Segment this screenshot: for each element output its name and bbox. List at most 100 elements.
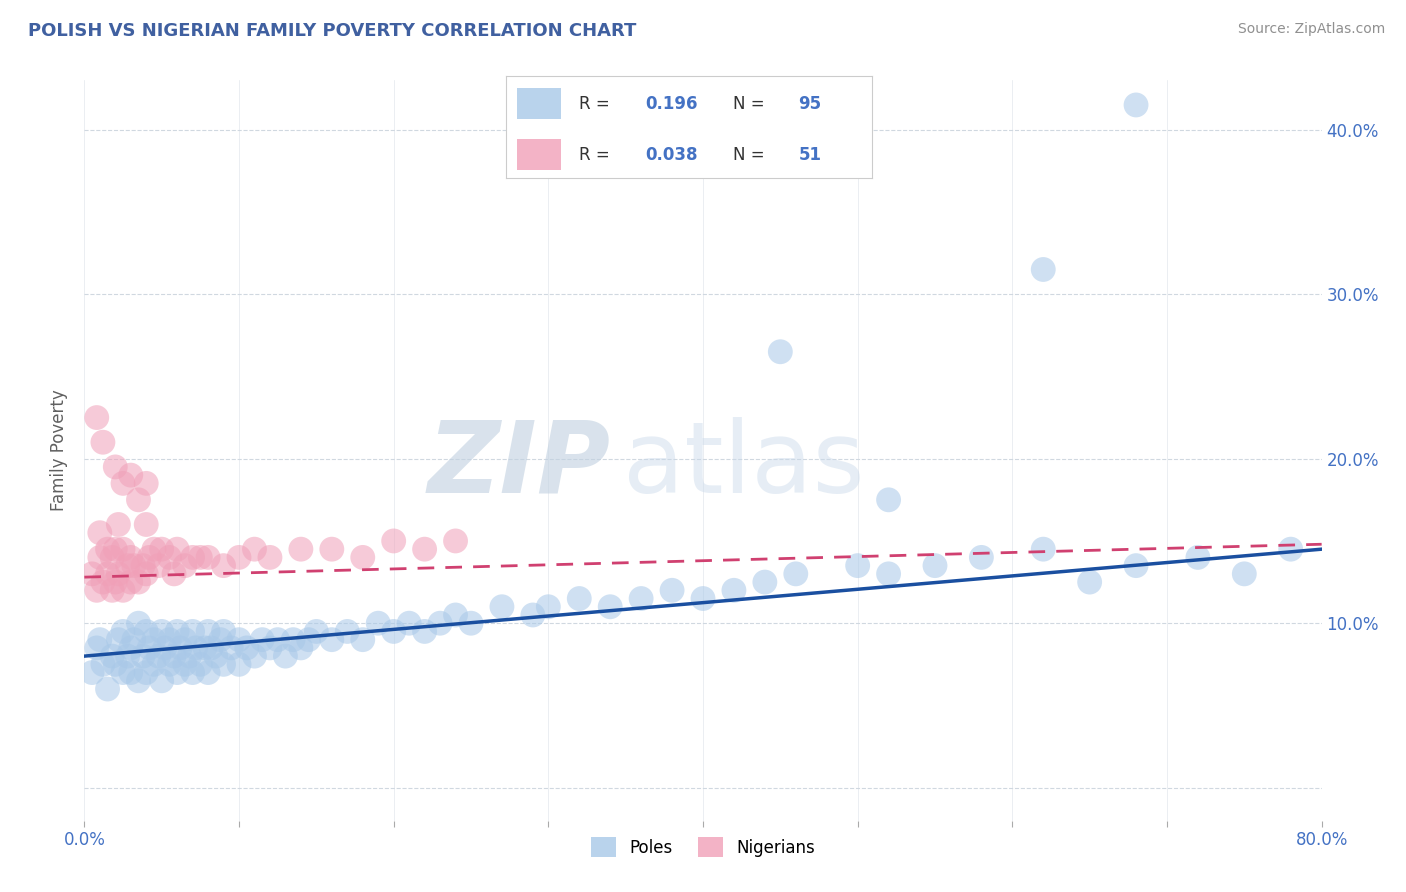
Point [107,566,129,581]
Point [89,632,111,647]
Legend: Poles, Nigerians: Poles, Nigerians [585,830,821,864]
Point [166,624,188,639]
Point [1233,566,1256,581]
Point [352,632,374,647]
Point [194,640,217,655]
Point [181,550,204,565]
Point [86,640,108,655]
Point [197,550,219,565]
Point [135,517,157,532]
Point [143,632,166,647]
Point [117,649,139,664]
Point [138,640,160,655]
Point [89,550,111,565]
Point [104,657,127,672]
Point [132,558,155,573]
Point [398,616,420,631]
Point [96,566,118,581]
Point [228,550,250,565]
Point [174,632,197,647]
Point [352,550,374,565]
Point [460,616,482,631]
Point [1125,98,1147,112]
Point [212,558,235,573]
Point [104,459,127,474]
Text: R =: R = [579,95,616,112]
Point [120,468,142,483]
Point [769,344,792,359]
Text: 51: 51 [799,145,821,164]
Point [169,640,191,655]
Point [166,665,188,680]
Point [150,542,173,557]
Point [104,542,127,557]
Point [82,665,104,680]
Point [250,632,273,647]
Point [120,640,142,655]
Point [107,517,129,532]
Point [1279,542,1302,557]
Point [367,616,389,631]
Text: Source: ZipAtlas.com: Source: ZipAtlas.com [1237,22,1385,37]
Point [148,558,170,573]
Y-axis label: Family Poverty: Family Poverty [51,390,69,511]
Point [321,542,343,557]
Point [82,566,104,581]
Point [243,542,266,557]
Point [127,575,149,590]
Point [135,624,157,639]
Point [101,583,124,598]
Point [537,599,560,614]
Point [219,640,242,655]
Point [305,624,328,639]
Point [135,476,157,491]
Point [122,632,145,647]
Text: 0.038: 0.038 [645,145,697,164]
Point [91,657,114,672]
Point [96,542,118,557]
Point [135,665,157,680]
Point [228,657,250,672]
Point [181,624,204,639]
Point [104,575,127,590]
Point [522,607,544,622]
Point [846,558,869,573]
Point [877,492,900,507]
Point [122,558,145,573]
Point [127,492,149,507]
Point [259,550,281,565]
Point [599,599,621,614]
Point [107,632,129,647]
Point [661,583,683,598]
Text: 0.196: 0.196 [645,95,697,112]
Text: N =: N = [733,145,769,164]
Point [1078,575,1101,590]
Point [290,640,312,655]
Point [89,525,111,540]
Point [444,607,467,622]
Point [86,583,108,598]
Point [143,542,166,557]
Text: atlas: atlas [623,417,865,514]
Point [212,624,235,639]
Point [127,616,149,631]
Point [96,681,118,696]
Point [117,558,139,573]
Point [267,632,290,647]
Point [336,624,359,639]
Point [120,550,142,565]
Point [179,649,201,664]
Point [429,616,451,631]
Point [924,558,946,573]
Point [723,583,745,598]
Point [163,649,186,664]
Point [205,649,228,664]
Text: POLISH VS NIGERIAN FAMILY POVERTY CORRELATION CHART: POLISH VS NIGERIAN FAMILY POVERTY CORREL… [28,22,637,40]
Point [166,542,188,557]
Point [259,640,281,655]
Point [568,591,591,606]
Point [274,649,297,664]
Point [630,591,652,606]
Point [112,476,135,491]
Point [174,657,197,672]
